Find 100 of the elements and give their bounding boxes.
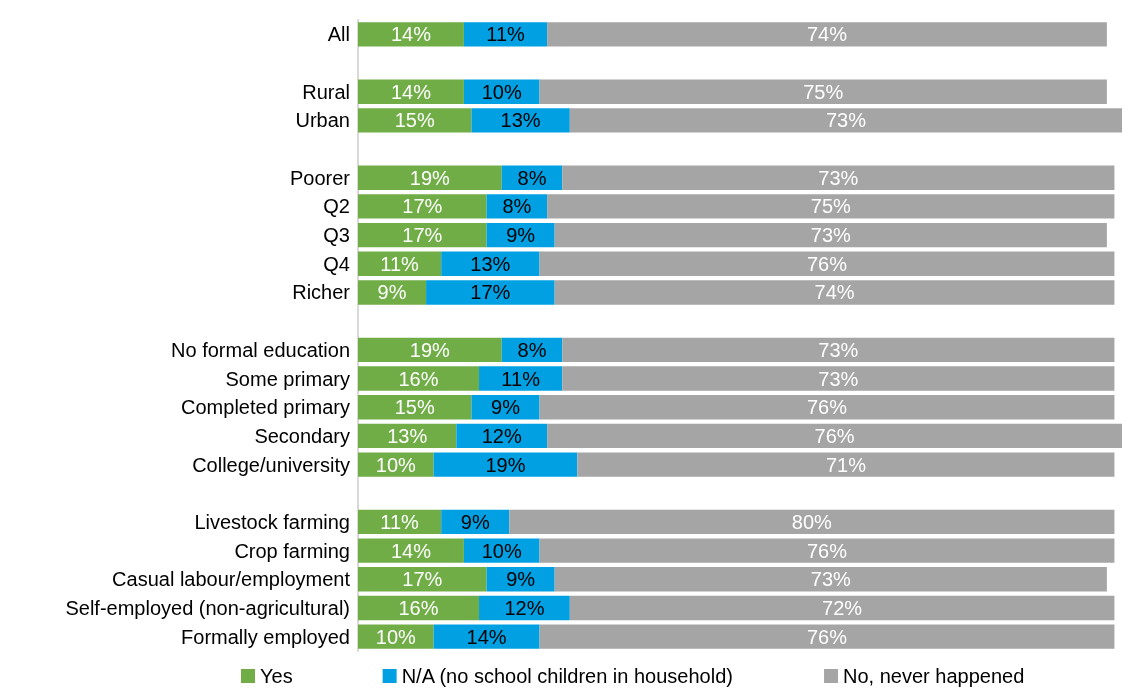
data-label: 8% [502, 195, 532, 218]
y-tick-label: Casual labour/employment [112, 568, 351, 591]
data-label: 19% [485, 453, 526, 476]
bar [433, 452, 578, 477]
bar [433, 624, 540, 649]
bar [569, 108, 1122, 133]
data-label: 17% [402, 224, 443, 247]
data-label: 11% [380, 510, 420, 533]
data-label: 9% [491, 396, 521, 419]
y-tick-label: Urban [295, 109, 350, 132]
data-label: 75% [810, 195, 851, 218]
bar [539, 251, 1115, 276]
bar [509, 509, 1115, 535]
bar [426, 280, 555, 305]
bar [463, 22, 548, 47]
data-label: 17% [470, 281, 511, 304]
data-label: 13% [500, 109, 541, 132]
bar [539, 79, 1107, 104]
data-label: 12% [504, 596, 545, 619]
data-label: 76% [806, 625, 848, 648]
bar [358, 366, 480, 391]
bar [471, 108, 570, 133]
y-tick-label: Secondary [254, 424, 350, 447]
y-tick-label: Poorer [289, 166, 351, 189]
bar [358, 108, 472, 133]
y-tick-label: Formally employed [181, 625, 350, 648]
y-tick-label: Q2 [323, 195, 350, 218]
data-label: 19% [409, 166, 451, 189]
data-label: 71% [825, 453, 867, 476]
y-tick-label: Completed primary [181, 396, 350, 419]
bar [554, 280, 1115, 305]
data-label: 16% [398, 367, 439, 390]
data-label: 9% [377, 281, 407, 304]
y-tick-label: Q3 [323, 224, 350, 247]
data-label: 15% [394, 109, 435, 132]
data-label: 14% [390, 23, 432, 46]
y-tick-label: Some primary [225, 367, 350, 390]
data-label: 19% [409, 338, 451, 361]
data-label: 8% [517, 166, 547, 189]
data-label: 15% [394, 396, 435, 419]
legend-label: No, never happened [843, 665, 1025, 687]
bar [539, 538, 1115, 563]
bar [479, 366, 563, 391]
data-label: 10% [375, 625, 417, 648]
data-label: 73% [810, 568, 851, 591]
bar [577, 452, 1115, 477]
data-label: 74% [814, 281, 855, 304]
data-label: 14% [390, 80, 432, 103]
bar [358, 165, 502, 190]
data-label: 16% [398, 596, 439, 619]
bar [358, 194, 487, 219]
data-label: 73% [810, 224, 851, 247]
data-label: 80% [791, 510, 833, 533]
bar [358, 567, 487, 592]
data-label: 11% [486, 23, 525, 46]
data-label: 75% [803, 80, 844, 103]
data-label: 10% [481, 80, 522, 103]
y-tick-label: Rural [302, 80, 350, 103]
y-tick-label: College/university [192, 453, 350, 476]
data-label: 11% [501, 367, 541, 390]
data-label: 9% [506, 224, 536, 247]
data-label: 74% [806, 23, 848, 46]
bar [358, 337, 502, 363]
data-label: 72% [822, 596, 863, 619]
bar [547, 194, 1115, 219]
data-label: 9% [460, 510, 490, 533]
bar [358, 22, 464, 47]
bar [358, 538, 464, 563]
data-label: 76% [806, 396, 848, 419]
y-tick-label: Self-employed (non-agricultural) [65, 596, 350, 619]
data-label: 17% [402, 568, 443, 591]
bar [358, 222, 487, 248]
y-tick-label: Crop farming [234, 539, 350, 562]
data-label: 73% [818, 338, 859, 361]
data-label: 9% [506, 568, 536, 591]
bar [554, 567, 1107, 592]
bar [569, 595, 1115, 621]
data-label: 73% [818, 367, 859, 390]
y-tick-label: No formal education [171, 338, 350, 361]
bar [547, 423, 1122, 449]
bar [539, 624, 1115, 649]
data-label: 17% [402, 195, 443, 218]
bar [554, 222, 1107, 248]
y-tick-label: Richer [292, 281, 351, 304]
bar [562, 165, 1115, 190]
bar [539, 395, 1115, 420]
data-label: 76% [814, 424, 855, 447]
legend-label: Yes [260, 665, 293, 687]
y-tick-label: Livestock farming [194, 510, 350, 533]
data-label: 76% [806, 252, 848, 275]
bar [562, 337, 1115, 363]
data-label: 10% [481, 539, 522, 562]
data-label: 8% [517, 338, 547, 361]
data-label: 14% [466, 625, 507, 648]
data-label: 13% [387, 424, 428, 447]
y-tick-label: All [327, 23, 350, 46]
data-label: 13% [470, 252, 511, 275]
legend-label: N/A (no school children in household) [401, 665, 733, 687]
bar [562, 366, 1115, 391]
data-label: 10% [375, 453, 417, 476]
